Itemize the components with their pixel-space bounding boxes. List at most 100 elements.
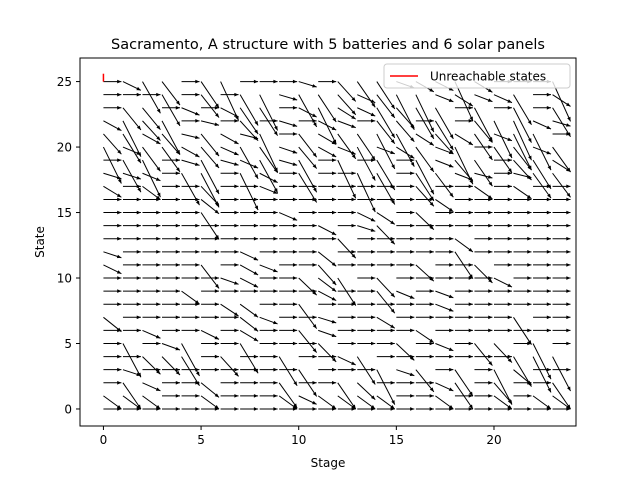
quiver-arrow-head [566, 250, 571, 254]
quiver-arrow-shaft [376, 81, 396, 110]
quiver-arrow-head [195, 381, 200, 386]
quiver-arrow-head [331, 357, 337, 362]
quiver-arrow-shaft [376, 277, 396, 298]
quiver-arrow-head [429, 119, 434, 123]
quiver-arrow-head [527, 138, 532, 143]
quiver-arrow-head [253, 79, 259, 84]
quiver-arrow-shaft [493, 146, 513, 174]
quiver-arrow-head [234, 250, 239, 254]
quiver-arrow-shaft [376, 133, 396, 170]
quiver-arrow-head [234, 289, 239, 293]
quiver-arrow-head [351, 367, 356, 372]
quiver-arrow-head [331, 262, 337, 267]
quiver-arrow-head [390, 113, 395, 118]
quiver-arrow-head [468, 102, 473, 107]
quiver-arrow-head [195, 210, 200, 215]
quiver-arrow-head [293, 403, 298, 408]
quiver-arrow-head [312, 407, 317, 411]
quiver-arrow-head [195, 315, 200, 320]
quiver-arrow-head [429, 338, 434, 343]
quiver-arrow-head [175, 236, 180, 241]
quiver-arrow-shaft [474, 107, 493, 142]
quiver-arrow-head [469, 274, 473, 279]
quiver-arrow-head [195, 328, 200, 333]
quiver-arrow-head [488, 210, 493, 215]
quiver-arrow-shaft [474, 264, 493, 284]
quiver-arrow-head [546, 380, 552, 385]
quiver-arrow-head [488, 407, 493, 411]
y-axis-ticks: 0 5 10 15 20 25 [57, 75, 80, 416]
quiver-arrow-shaft [122, 133, 142, 164]
quiver-arrow-shaft [161, 133, 181, 155]
quiver-arrow-head [136, 354, 141, 359]
quiver-arrow-head [117, 149, 122, 155]
x-tick-label: 20 [486, 433, 501, 447]
quiver-arrow-head [156, 92, 161, 97]
quiver-arrow-head [156, 289, 161, 293]
quiver-arrow-head [175, 346, 180, 351]
quiver-arrow-head [488, 302, 493, 307]
quiver-arrow-head [429, 394, 434, 398]
quiver-arrow-head [195, 200, 200, 206]
quiver-arrow-head [429, 201, 434, 207]
quiver-arrow-head [292, 367, 298, 372]
quiver-arrow-head [566, 184, 571, 189]
quiver-arrow-head [254, 120, 259, 126]
quiver-arrow-head [312, 84, 317, 88]
quiver-arrow-head [351, 289, 356, 293]
quiver-arrow-head [488, 155, 493, 161]
quiver-arrow-head [195, 92, 200, 97]
quiver-arrow-head [195, 223, 200, 228]
quiver-arrow-head [136, 86, 141, 91]
quiver-arrow-head [214, 276, 220, 280]
quiver-arrow-head [117, 105, 122, 110]
quiver-arrow-head [410, 184, 415, 189]
quiver-arrow-head [429, 341, 434, 346]
quiver-arrow-head [507, 105, 512, 110]
quiver-arrow-head [331, 126, 337, 131]
quiver-arrow-shaft [454, 369, 474, 397]
quiver-arrow-head [508, 153, 512, 159]
quiver-arrow-head [117, 367, 122, 372]
quiver-arrow-head [214, 209, 220, 214]
quiver-arrow-head [234, 171, 239, 176]
quiver-arrow-shaft [239, 94, 259, 126]
quiver-arrow-head [370, 395, 376, 400]
quiver-arrow-head [312, 164, 317, 169]
quiver-arrow-shaft [161, 94, 181, 127]
quiver-arrow-head [155, 140, 161, 144]
quiver-arrow-head [254, 205, 259, 211]
quiver-arrow-head [292, 289, 298, 293]
quiver-arrow-head [351, 115, 356, 120]
quiver-arrow-shaft [395, 94, 415, 131]
quiver-arrow-head [253, 184, 259, 189]
quiver-arrow-head [351, 97, 356, 102]
quiver-arrow-head [214, 105, 220, 110]
quiver-arrow-head [234, 372, 239, 377]
quiver-arrow-head [214, 341, 220, 346]
quiver-arrow-shaft [337, 159, 357, 199]
quiver-arrow-head [273, 223, 278, 228]
quiver-arrow-head [253, 236, 259, 241]
quiver-arrow-shaft [532, 356, 552, 393]
quiver-arrow-head [430, 127, 434, 133]
quiver-arrow-head [175, 276, 180, 280]
quiver-arrow-shaft [239, 173, 259, 211]
quiver-arrow-head [117, 92, 122, 97]
quiver-arrow-shaft [356, 81, 376, 108]
quiver-arrow-shaft [415, 172, 435, 202]
quiver-arrow-head [292, 328, 298, 333]
quiver-arrow-head [175, 171, 180, 176]
quiver-arrow-head [312, 380, 317, 385]
legend-label: Unreachable states [430, 70, 546, 84]
quiver-arrow-head [468, 289, 473, 293]
quiver-arrow-head [332, 197, 337, 202]
quiver-arrow-shaft [454, 146, 474, 185]
quiver-arrow-shaft [552, 146, 571, 173]
quiver-arrow-head [488, 236, 493, 241]
quiver-arrow-head [546, 276, 552, 280]
quiver-arrow-head [195, 371, 200, 376]
quiver-arrow-head [546, 289, 552, 293]
quiver-arrow-shaft [415, 107, 435, 140]
x-axis-label: Stage [311, 456, 346, 470]
